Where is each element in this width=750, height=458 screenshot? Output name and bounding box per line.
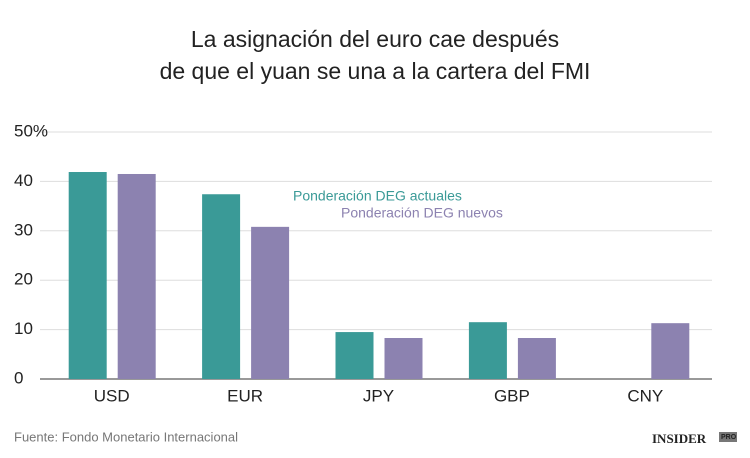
bar — [384, 337, 423, 379]
y-tick-label: 30 — [14, 220, 33, 239]
bar — [651, 323, 690, 379]
chart-title: La asignación del euro cae después — [191, 26, 559, 52]
legend-label: Ponderación DEG nuevos — [341, 205, 503, 221]
x-tick-label: EUR — [227, 386, 263, 405]
x-tick-label: CNY — [627, 386, 663, 405]
bar — [251, 226, 290, 379]
logo-badge: PRO — [721, 434, 737, 441]
bar — [468, 322, 507, 379]
bar — [517, 337, 556, 379]
y-tick-label: 40 — [14, 171, 33, 190]
y-tick-label: 10 — [14, 319, 33, 338]
y-tick-label: 50% — [14, 121, 48, 140]
bar — [68, 172, 107, 379]
legend-label: Ponderación DEG actuales — [293, 188, 462, 204]
x-tick-label: GBP — [494, 386, 530, 405]
x-tick-label: JPY — [363, 386, 394, 405]
y-tick-label: 20 — [14, 270, 33, 289]
bar — [335, 332, 374, 379]
bar — [202, 194, 241, 379]
bar — [117, 173, 156, 379]
source: Fuente: Fondo Monetario Internacional — [14, 429, 238, 444]
logo: INSIDER — [652, 431, 707, 446]
x-tick-label: USD — [94, 386, 130, 405]
chart-title: de que el yuan se una a la cartera del F… — [160, 58, 591, 84]
logo-badge-bg — [719, 432, 737, 442]
y-tick-label: 0 — [14, 368, 23, 387]
